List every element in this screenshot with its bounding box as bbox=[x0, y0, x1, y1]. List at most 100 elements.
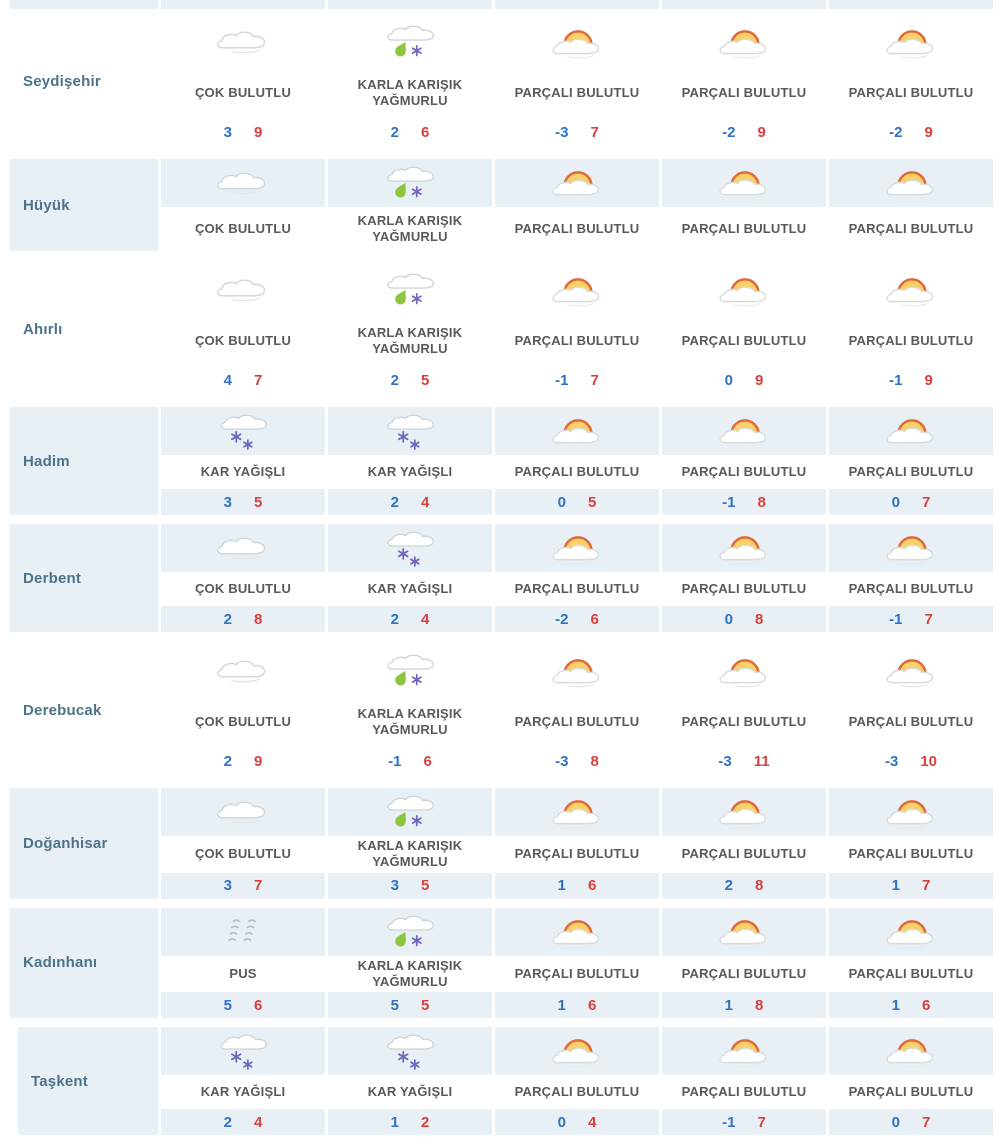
partly-cloudy-icon bbox=[495, 1027, 659, 1075]
weather-forecast-table: Seydişehir ÇOK BULUTLU 3 9 KARLA KARIŞIK YAĞ… bbox=[10, 0, 993, 1135]
snow-icon bbox=[328, 524, 492, 572]
cloudy-icon bbox=[161, 260, 325, 320]
fragment-cell bbox=[161, 0, 325, 9]
max-temp: 6 bbox=[423, 752, 432, 770]
max-temp: 7 bbox=[757, 1113, 766, 1131]
min-temp: 2 bbox=[223, 610, 232, 628]
partly-cloudy-icon bbox=[829, 641, 993, 701]
sleet-icon bbox=[328, 907, 492, 956]
max-temp: 6 bbox=[254, 996, 263, 1014]
max-temp: 8 bbox=[755, 877, 764, 894]
max-temp: 5 bbox=[588, 493, 597, 511]
haze-icon bbox=[161, 907, 325, 956]
sleet-icon bbox=[328, 788, 492, 836]
min-temp: -1 bbox=[388, 752, 402, 770]
min-temp: -3 bbox=[555, 123, 569, 141]
max-temp: 9 bbox=[254, 123, 263, 141]
city-name[interactable]: Derebucak bbox=[23, 701, 102, 719]
temperature-pair: -1 7 bbox=[495, 362, 659, 398]
max-temp: 5 bbox=[421, 996, 430, 1014]
temperature-pair: -3 7 bbox=[495, 114, 659, 150]
condition-label: PARÇALI BULUTLU bbox=[848, 220, 974, 236]
partly-cloudy-icon bbox=[829, 524, 993, 572]
partly-cloudy-icon bbox=[829, 260, 993, 320]
city-name[interactable]: Kadınhanı bbox=[10, 907, 158, 1018]
max-temp: 8 bbox=[755, 996, 764, 1014]
condition-label: PARÇALI BULUTLU bbox=[514, 580, 640, 596]
min-temp: 1 bbox=[557, 877, 566, 894]
max-temp: 5 bbox=[254, 493, 263, 511]
partly-cloudy-icon bbox=[495, 260, 659, 320]
snow-icon bbox=[328, 407, 492, 455]
condition-label: PARÇALI BULUTLU bbox=[681, 220, 807, 236]
condition-label: PARÇALI BULUTLU bbox=[848, 84, 974, 100]
partly-cloudy-icon bbox=[495, 524, 659, 572]
partly-cloudy-icon bbox=[495, 907, 659, 956]
min-temp: -3 bbox=[884, 752, 899, 770]
max-temp: 7 bbox=[254, 371, 263, 389]
min-temp: 4 bbox=[223, 371, 232, 389]
temperature-pair: -3 10 bbox=[829, 743, 993, 779]
temperature-pair: -2 6 bbox=[495, 606, 659, 632]
sleet-icon bbox=[328, 641, 492, 701]
weather-row: Seydişehir ÇOK BULUTLU 3 9 KARLA KARIŞIK YAĞ… bbox=[10, 12, 993, 150]
partly-cloudy-icon bbox=[662, 788, 826, 836]
min-temp: 0 bbox=[724, 610, 733, 628]
min-temp: -1 bbox=[889, 610, 903, 628]
city-name[interactable]: Seydişehir bbox=[23, 72, 101, 90]
cloudy-icon bbox=[161, 788, 325, 836]
condition-label: PARÇALI BULUTLU bbox=[681, 1083, 807, 1099]
max-temp: 9 bbox=[755, 371, 764, 389]
condition-label: PARÇALI BULUTLU bbox=[681, 463, 807, 479]
max-temp: 6 bbox=[590, 610, 599, 628]
min-temp: -3 bbox=[555, 752, 569, 770]
sleet-icon bbox=[328, 159, 492, 207]
city-name[interactable]: Hadim bbox=[10, 407, 158, 515]
snow-icon bbox=[328, 1027, 492, 1075]
snow-icon bbox=[161, 407, 325, 455]
max-temp: 7 bbox=[924, 610, 933, 628]
min-temp: -3 bbox=[718, 752, 732, 770]
city-name[interactable]: Taşkent bbox=[18, 1027, 158, 1135]
partly-cloudy-icon bbox=[662, 907, 826, 956]
max-temp: 8 bbox=[590, 752, 599, 770]
condition-label: ÇOK BULUTLU bbox=[194, 84, 292, 100]
city-name[interactable]: Derbent bbox=[10, 524, 158, 632]
condition-label: PARÇALI BULUTLU bbox=[514, 332, 640, 348]
max-temp: 7 bbox=[922, 493, 931, 511]
weather-row: Derebucak ÇOK BULUTLU 2 9 KARLA KARIŞIK YAĞM… bbox=[10, 641, 993, 779]
cloudy-icon bbox=[161, 641, 325, 701]
temperature-pair: -1 9 bbox=[829, 362, 993, 398]
min-temp: 2 bbox=[390, 493, 399, 511]
condition-label: PARÇALI BULUTLU bbox=[514, 463, 640, 479]
max-temp: 9 bbox=[757, 123, 766, 141]
partly-cloudy-icon bbox=[829, 407, 993, 455]
min-temp: -1 bbox=[889, 371, 903, 389]
city-name[interactable]: Ahırlı bbox=[23, 320, 63, 338]
condition-label: PARÇALI BULUTLU bbox=[681, 84, 807, 100]
condition-label: KARLA KARIŞIK YAĞMURLU bbox=[357, 705, 463, 737]
city-name[interactable]: Hüyük bbox=[10, 159, 158, 251]
condition-label: KAR YAĞIŞLI bbox=[200, 463, 286, 479]
condition-label: PARÇALI BULUTLU bbox=[681, 332, 807, 348]
condition-label: PARÇALI BULUTLU bbox=[514, 846, 640, 862]
city-name[interactable]: Doğanhisar bbox=[10, 788, 158, 899]
temperature-pair: -2 9 bbox=[662, 114, 826, 150]
forecast-rows: Seydişehir ÇOK BULUTLU 3 9 KARLA KARIŞIK YAĞ… bbox=[10, 12, 993, 1135]
min-temp: 1 bbox=[724, 996, 733, 1014]
max-temp: 4 bbox=[421, 493, 430, 511]
